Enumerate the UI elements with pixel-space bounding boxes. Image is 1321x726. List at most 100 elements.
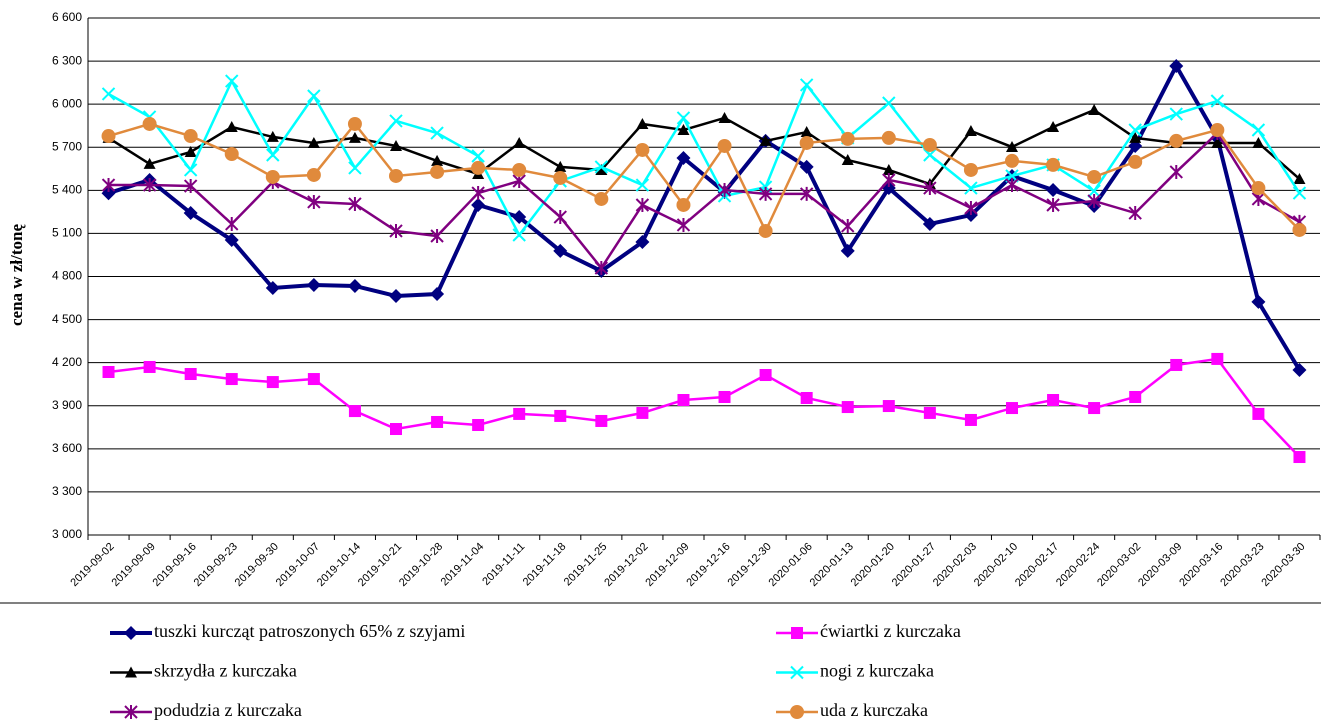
marker xyxy=(1128,154,1143,169)
marker xyxy=(676,217,691,232)
marker xyxy=(964,181,978,195)
marker xyxy=(1046,157,1061,172)
marker xyxy=(184,368,197,381)
series xyxy=(101,126,1307,276)
line xyxy=(107,78,1301,238)
marker xyxy=(431,154,444,166)
marker xyxy=(677,394,690,407)
legend-item: tuszki kurcząt patroszonych 65% z szyjam… xyxy=(110,621,465,641)
marker xyxy=(1169,133,1184,148)
legend-label: nogi z kurczaka xyxy=(820,661,934,681)
legend-label: skrzydła z kurczaka xyxy=(154,661,297,681)
marker xyxy=(1128,123,1142,137)
marker xyxy=(430,287,445,302)
marker xyxy=(184,145,197,157)
marker xyxy=(225,373,238,386)
marker xyxy=(225,121,238,133)
marker xyxy=(635,235,650,250)
marker xyxy=(759,369,772,382)
marker xyxy=(347,278,362,293)
marker xyxy=(1087,184,1101,198)
marker xyxy=(390,139,402,151)
marker xyxy=(266,148,280,162)
marker xyxy=(676,151,691,166)
marker xyxy=(923,148,937,162)
marker xyxy=(635,142,650,157)
marker xyxy=(635,197,650,212)
line xyxy=(108,131,1301,271)
marker xyxy=(125,666,137,678)
marker xyxy=(800,126,813,138)
marker xyxy=(512,228,526,242)
marker xyxy=(430,126,444,140)
marker xyxy=(1210,123,1225,138)
marker xyxy=(347,116,362,131)
marker xyxy=(594,191,609,206)
marker xyxy=(265,169,280,184)
marker xyxy=(595,163,608,175)
y-tick-label: 6 300 xyxy=(52,53,82,67)
marker xyxy=(389,168,403,183)
marker xyxy=(306,167,321,182)
marker xyxy=(1006,402,1018,415)
marker xyxy=(389,223,403,238)
marker xyxy=(635,178,650,192)
marker xyxy=(431,415,444,428)
series xyxy=(101,74,1307,242)
marker xyxy=(1169,58,1184,73)
marker xyxy=(307,136,320,148)
marker xyxy=(881,130,896,145)
marker xyxy=(1211,136,1224,148)
marker xyxy=(964,125,977,137)
marker xyxy=(799,135,814,150)
marker xyxy=(142,178,157,193)
y-tick-label: 4 200 xyxy=(52,355,82,369)
marker xyxy=(1211,352,1224,365)
marker xyxy=(1047,121,1060,133)
marker xyxy=(840,131,855,146)
marker xyxy=(1252,407,1265,420)
marker xyxy=(758,223,773,238)
marker xyxy=(677,124,690,136)
marker xyxy=(1087,193,1101,208)
y-tick-label: 3 900 xyxy=(52,398,82,412)
marker xyxy=(143,360,156,373)
marker xyxy=(841,218,855,233)
marker xyxy=(636,117,649,129)
marker xyxy=(1129,131,1142,143)
marker xyxy=(1129,390,1142,403)
marker xyxy=(1169,107,1183,121)
legend-label: ćwiartki z kurczaka xyxy=(820,621,961,641)
marker xyxy=(636,406,649,419)
marker xyxy=(471,197,486,212)
marker xyxy=(758,186,773,201)
marker xyxy=(124,705,138,719)
line xyxy=(107,108,1301,186)
marker xyxy=(923,181,937,196)
marker xyxy=(142,116,157,131)
marker xyxy=(1005,153,1019,168)
legend-label: podudzia z kurczaka xyxy=(154,700,302,720)
marker xyxy=(224,146,239,161)
marker xyxy=(183,179,198,194)
legend-label: tuszki kurcząt patroszonych 65% z szyjam… xyxy=(154,621,465,641)
marker xyxy=(1088,104,1101,116)
marker xyxy=(799,159,814,174)
marker xyxy=(1005,178,1019,193)
marker xyxy=(882,163,895,175)
marker xyxy=(471,160,486,175)
marker xyxy=(676,197,691,212)
marker xyxy=(348,161,362,175)
marker xyxy=(513,136,526,148)
marker xyxy=(101,87,116,101)
marker xyxy=(124,626,138,640)
marker xyxy=(882,400,895,413)
marker xyxy=(1292,362,1307,377)
marker xyxy=(922,137,937,152)
marker xyxy=(513,407,526,420)
y-axis-label: cena w zł/tonę xyxy=(7,224,26,326)
marker xyxy=(717,183,732,198)
y-tick-label: 5 400 xyxy=(52,183,82,197)
marker xyxy=(101,178,116,193)
marker xyxy=(1169,164,1183,179)
